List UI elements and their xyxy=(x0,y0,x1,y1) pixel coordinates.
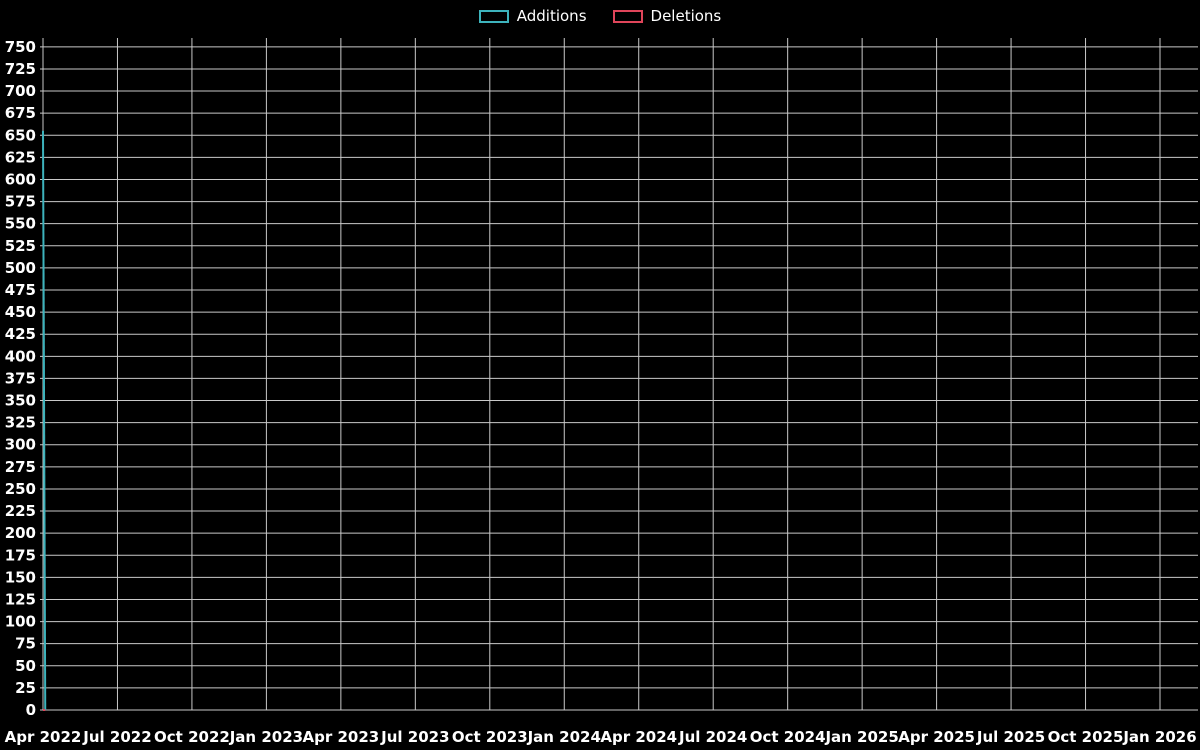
x-tick-label: Oct 2024 xyxy=(750,728,826,746)
x-tick-label: Jul 2022 xyxy=(82,728,151,746)
y-tick-label: 200 xyxy=(5,524,36,542)
y-tick-label: 400 xyxy=(5,347,36,365)
y-tick-label: 675 xyxy=(5,104,36,122)
x-tick-label: Oct 2025 xyxy=(1048,728,1124,746)
y-tick-label: 425 xyxy=(5,325,36,343)
y-tick-label: 100 xyxy=(5,613,36,631)
x-axis-tick-labels: Apr 2022 Jul 2022 Oct 2022 Jan 2023 Apr 2023… xyxy=(5,728,1197,746)
y-tick-label: 375 xyxy=(5,369,36,387)
y-tick-label: 300 xyxy=(5,436,36,454)
additions-swatch-icon xyxy=(478,9,509,23)
legend-item-additions[interactable]: Additions xyxy=(478,7,587,25)
y-tick-label: 75 xyxy=(15,635,36,653)
y-tick-label: 175 xyxy=(5,546,36,564)
y-tick-label: 500 xyxy=(5,259,36,277)
additions-line xyxy=(42,130,47,711)
x-tick-label: Jan 2025 xyxy=(824,728,898,746)
x-tick-label: Oct 2022 xyxy=(154,728,230,746)
y-tick-label: 700 xyxy=(5,82,36,100)
y-tick-label: 225 xyxy=(5,502,36,520)
x-tick-label: Jul 2024 xyxy=(678,728,747,746)
x-tick-label: Apr 2025 xyxy=(898,728,975,746)
y-tick-label: 275 xyxy=(5,458,36,476)
y-tick-label: 50 xyxy=(15,657,36,675)
y-tick-label: 600 xyxy=(5,170,36,188)
y-tick-label: 150 xyxy=(5,568,36,586)
y-tick-label: 25 xyxy=(15,679,36,697)
y-axis-tick-labels: 0 25 50 75 100 125 150 175 200 225 250 275 300 325 350… xyxy=(5,38,36,719)
y-tick-label: 250 xyxy=(5,480,36,498)
y-tick-label: 650 xyxy=(5,126,36,144)
x-tick-label: Jan 2023 xyxy=(229,728,303,746)
y-tick-label: 525 xyxy=(5,237,36,255)
y-tick-label: 350 xyxy=(5,392,36,410)
legend-item-deletions[interactable]: Deletions xyxy=(612,7,722,25)
legend-label-deletions: Deletions xyxy=(650,7,722,25)
y-tick-label: 575 xyxy=(5,193,36,211)
x-tick-label: Jan 2024 xyxy=(527,728,601,746)
x-tick-label: Jan 2026 xyxy=(1122,728,1196,746)
y-tick-label: 550 xyxy=(5,215,36,233)
y-tick-label: 725 xyxy=(5,60,36,78)
chart-legend: Additions Deletions xyxy=(0,7,1200,25)
grid-lines xyxy=(40,38,1198,711)
x-tick-label: Jul 2023 xyxy=(380,728,449,746)
y-tick-label: 475 xyxy=(5,281,36,299)
y-tick-label: 450 xyxy=(5,303,36,321)
data-series xyxy=(42,130,47,711)
x-tick-label: Jul 2025 xyxy=(976,728,1045,746)
x-tick-label: Apr 2024 xyxy=(600,728,677,746)
y-tick-label: 125 xyxy=(5,590,36,608)
x-tick-label: Oct 2023 xyxy=(452,728,528,746)
y-tick-label: 625 xyxy=(5,148,36,166)
y-tick-label: 325 xyxy=(5,414,36,432)
deletions-swatch-icon xyxy=(612,9,643,23)
x-tick-label: Apr 2023 xyxy=(303,728,380,746)
x-tick-label: Apr 2022 xyxy=(5,728,82,746)
legend-label-additions: Additions xyxy=(516,7,587,25)
y-tick-label: 750 xyxy=(5,38,36,56)
y-tick-label: 0 xyxy=(26,701,36,719)
